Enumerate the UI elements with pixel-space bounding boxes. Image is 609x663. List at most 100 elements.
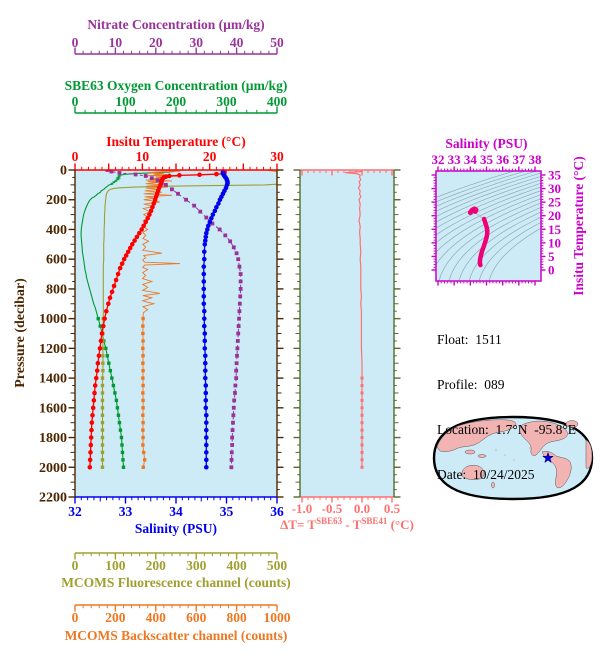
ts-temperature-tick-label: 15: [548, 222, 562, 237]
temperature-point: [145, 216, 151, 221]
ts-profile-curve: [477, 216, 490, 268]
temperature-point: [90, 412, 95, 418]
backscatter-point: [141, 361, 145, 365]
salinity-point: [202, 238, 208, 243]
nitrate-point: [164, 182, 168, 187]
ts-salinity-tick-label: 36: [496, 152, 510, 167]
backscatter-point: [141, 428, 145, 432]
nitrate-point: [117, 171, 122, 175]
nitrate-point: [231, 405, 236, 410]
salinity-point: [204, 435, 209, 440]
map-greenland: [565, 420, 579, 428]
temperature-point: [106, 301, 111, 307]
salinity-point: [202, 368, 208, 373]
pressure-tick-label: 200: [46, 193, 67, 208]
isopycnal-line: [436, 198, 541, 266]
isopycnal-line: [436, 171, 528, 203]
delta-t-point: [360, 398, 364, 402]
pressure-tick-label: 1000: [39, 312, 67, 327]
date-line: Date: 10/24/2025: [437, 467, 535, 482]
fluorescence-axis-tick-label: 400: [226, 558, 247, 573]
oxygen-point: [120, 450, 125, 455]
float-info: Float: 1511 Profile: 089 Location: 1.7°N…: [437, 302, 576, 512]
backscatter-point: [141, 465, 145, 469]
nitrate-point: [233, 383, 238, 388]
temperature-axis-tick-label: 20: [203, 149, 217, 164]
ts-temperature-tick-label: 5: [548, 249, 555, 264]
map-island: [529, 447, 531, 449]
temperature-point: [87, 457, 93, 463]
isopycnal-line: [436, 171, 516, 198]
nitrate-point: [229, 450, 234, 455]
backscatter-axis-tick-label: 200: [105, 610, 126, 625]
salinity-point: [204, 450, 209, 455]
delta-t-point: [360, 428, 364, 432]
oxygen-point: [96, 316, 100, 321]
nitrate-point: [238, 272, 243, 276]
salinity-point: [203, 390, 209, 396]
nitrate-axis-tick-label: 40: [230, 35, 244, 50]
isopycnal-line: [488, 227, 541, 281]
map-new-guinea: [477, 454, 487, 458]
nitrate-point: [143, 174, 148, 178]
delta-t-markers: [360, 376, 364, 469]
temperature-point: [104, 308, 109, 314]
fluorescence-point: [100, 391, 105, 395]
backscatter-point: [141, 331, 145, 336]
salinity-point: [212, 208, 218, 214]
backscatter-point: [141, 443, 145, 447]
oxygen-axis-tick-label: 300: [216, 94, 237, 109]
salinity-point: [203, 234, 209, 240]
salinity-point: [204, 230, 209, 236]
temperature-point: [93, 375, 99, 381]
oxygen-axis-tick-label: 100: [115, 94, 136, 109]
delta-t-point: [360, 421, 364, 425]
temperature-point: [197, 172, 202, 178]
nitrate-axis-title: Nitrate Concentration (µm/kg): [87, 17, 264, 32]
salinity-point: [204, 442, 209, 448]
pressure-tick-label: 400: [46, 223, 67, 238]
pressure-tick-label: 1200: [39, 342, 67, 357]
backscatter-point: [141, 450, 146, 455]
temperature-markers: [87, 170, 227, 470]
salinity-axis-title: Salinity (PSU): [135, 521, 217, 536]
temperature-point: [98, 338, 104, 344]
ts-temperature-tick-label: 35: [548, 168, 562, 183]
oxygen-axis-tick-label: 400: [267, 94, 288, 109]
pressure-tick-label: 1600: [39, 401, 67, 416]
backscatter-point: [141, 346, 145, 351]
pressure-tick-label: 1400: [39, 372, 67, 387]
salinity-point: [201, 279, 207, 284]
temperature-point: [139, 227, 144, 232]
ts-salinity-tick-label: 37: [512, 152, 526, 167]
float-location-star: [542, 451, 554, 464]
nitrate-point: [237, 316, 241, 321]
nitrate-point: [192, 203, 197, 208]
isopycnal-line: [436, 194, 541, 253]
temperature-point: [214, 171, 219, 177]
nitrate-point: [237, 301, 242, 306]
delta-t-point: [360, 450, 364, 454]
nitrate-axis-tick-label: 0: [72, 35, 79, 50]
isopycnal-line: [448, 206, 541, 281]
map-new-zealand: [491, 481, 495, 489]
oxygen-point: [120, 443, 124, 447]
oxygen-point: [121, 465, 126, 469]
salinity-point: [206, 223, 211, 229]
nitrate-point: [235, 346, 240, 351]
ts-temperature-tick-label: 20: [548, 208, 561, 223]
nitrate-point: [105, 170, 110, 172]
oxygen-curve: [80, 170, 177, 468]
dt-axis-title: ΔT= TSBE63 - TSBE41 (°C): [280, 516, 414, 532]
oxygen-point: [119, 435, 124, 440]
nitrate-point: [223, 233, 228, 238]
backscatter-point: [141, 316, 145, 321]
ts-salinity-tick-label: 38: [529, 152, 543, 167]
salinity-point: [201, 264, 207, 269]
fluorescence-point: [100, 413, 105, 417]
backscatter-point: [141, 420, 145, 425]
ts-temperature-tick-label: 25: [548, 195, 562, 210]
isopycnal-line: [436, 172, 541, 212]
delta-t-point: [360, 376, 364, 380]
temperature-point: [129, 242, 135, 247]
